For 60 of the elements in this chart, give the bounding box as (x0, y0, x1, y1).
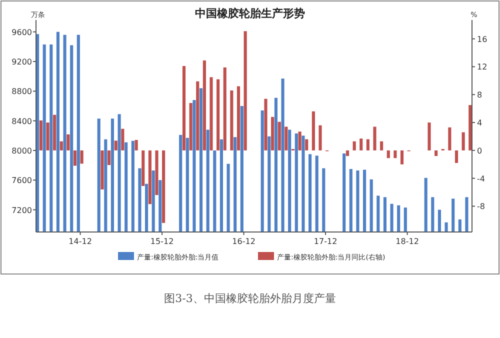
bar (312, 111, 315, 150)
bar (210, 77, 213, 150)
y-tick-label: 7200 (12, 206, 32, 215)
bar (428, 122, 431, 150)
bar (400, 150, 404, 164)
x-tick-label: 17-12 (314, 237, 338, 246)
y-tick-label: 8400 (12, 116, 32, 126)
y2-tick-label: -4 (477, 174, 485, 184)
y2-tick-label: 4 (477, 118, 482, 128)
bar (223, 67, 226, 150)
bar (73, 150, 77, 166)
y2-tick-label: 12 (477, 62, 488, 72)
bar (244, 31, 247, 150)
bar (271, 116, 274, 150)
bar (394, 150, 397, 158)
y2-tick-label: 16 (477, 34, 488, 44)
bar (298, 132, 302, 150)
bar (134, 140, 138, 150)
x-tick-label: 18-12 (396, 237, 419, 246)
bar (462, 132, 465, 150)
bar (80, 150, 84, 164)
bar (114, 140, 118, 150)
caption: 图3-3、中国橡胶轮胎外胎月度产量 (164, 292, 336, 305)
bar (380, 141, 384, 150)
y-tick-label: 9600 (12, 28, 32, 37)
bar (366, 139, 370, 150)
y-tick-label: 8800 (12, 87, 32, 96)
bar (318, 125, 322, 150)
x-tick-label: 16-12 (232, 237, 256, 246)
bar (360, 138, 363, 150)
bar (346, 150, 350, 156)
bar (468, 105, 472, 150)
bar (60, 141, 63, 150)
bar (53, 114, 56, 150)
bar (434, 150, 438, 156)
chart-title: 中国橡胶轮胎生产形势 (195, 7, 305, 20)
bar (108, 150, 111, 166)
y2-tick-label: -8 (477, 202, 485, 212)
bar (182, 66, 186, 150)
y-tick-label: 7600 (12, 176, 32, 186)
y2-tick-label: 8 (477, 90, 482, 100)
bar (454, 150, 458, 163)
y-tick-label: 8000 (12, 146, 32, 156)
bar (39, 120, 42, 150)
x-tick-label: 15-12 (150, 237, 174, 246)
bar (352, 141, 356, 150)
bar (448, 127, 452, 150)
bar (284, 126, 288, 150)
bar (216, 79, 220, 150)
bar (373, 126, 376, 150)
bar (278, 122, 281, 150)
bar (66, 134, 70, 150)
y-tick-label: 9200 (12, 58, 32, 67)
bar (386, 150, 390, 158)
bar (46, 122, 50, 150)
bar (230, 90, 234, 150)
x-tick-label: 14-12 (68, 237, 92, 246)
bar (305, 139, 308, 150)
y2-tick-label: 0 (477, 146, 482, 156)
bar (121, 128, 124, 150)
